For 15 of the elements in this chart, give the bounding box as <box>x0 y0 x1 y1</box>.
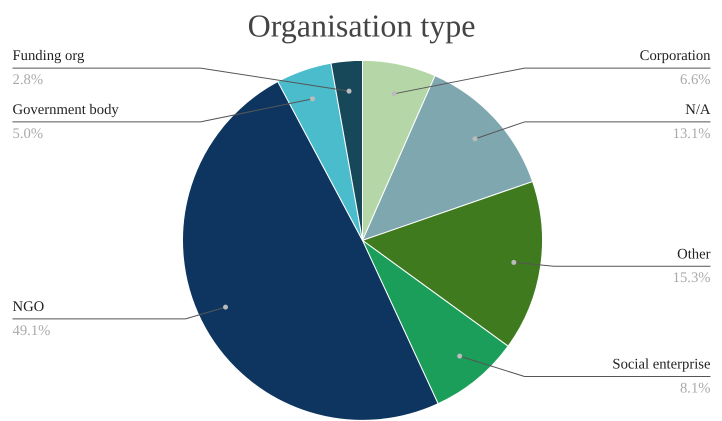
data-label: 49.1% <box>12 322 50 339</box>
data-label: 6.6% <box>680 72 710 88</box>
slice-label: N/A <box>685 102 711 118</box>
slice-label: Other <box>677 246 711 262</box>
slice-label: Social enterprise <box>612 356 710 373</box>
slice-label: Corporation <box>640 48 712 64</box>
data-label: 8.1% <box>680 380 710 396</box>
data-label: 15.3% <box>672 270 710 286</box>
slice-label: NGO <box>12 298 44 315</box>
data-label: 2.8% <box>12 72 44 88</box>
data-label: 13.1% <box>672 126 710 142</box>
chart-title: Organisation type <box>248 8 476 44</box>
slice-label: Government body <box>12 102 120 118</box>
data-label: 5.0% <box>12 126 44 142</box>
slice-label: Funding org <box>12 48 85 64</box>
